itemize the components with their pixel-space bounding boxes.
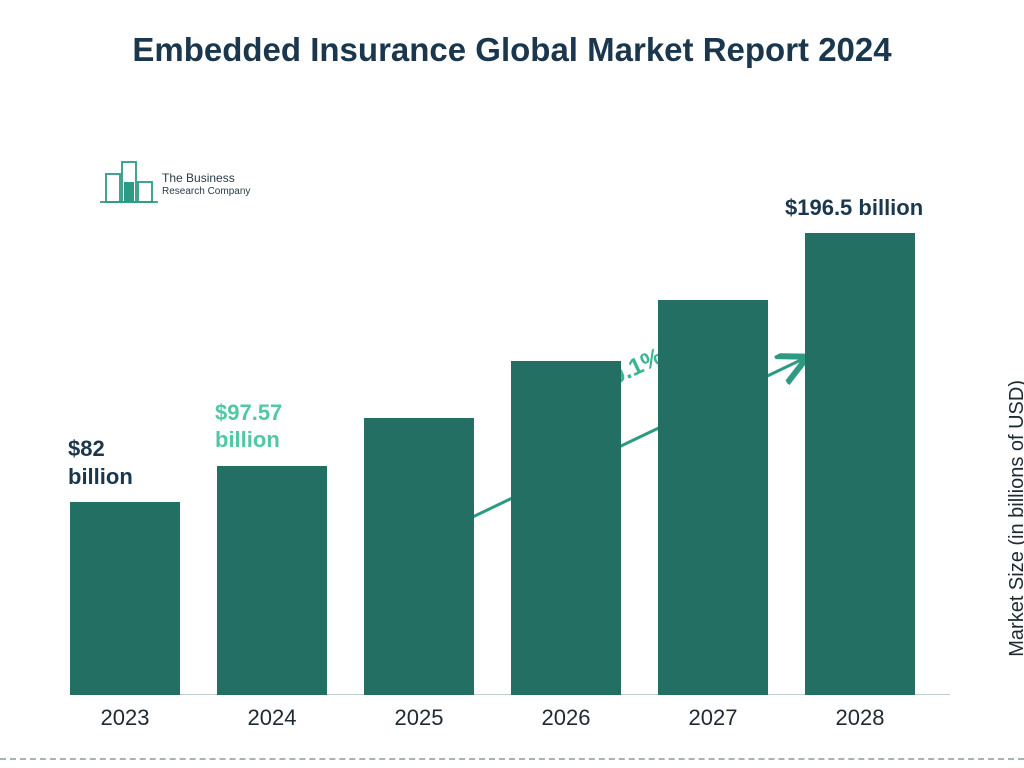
footer-divider: [0, 758, 1024, 760]
xlabel-2024: 2024: [217, 705, 327, 731]
bar-2024: [217, 466, 327, 695]
bar-2028: [805, 233, 915, 695]
bar-2026: [511, 361, 621, 695]
bar-2023: [70, 502, 180, 695]
xlabel-2027: 2027: [658, 705, 768, 731]
bar-chart: CAGR 19.1% 202320242025202620272028$82bi…: [70, 175, 950, 695]
xlabel-2023: 2023: [70, 705, 180, 731]
value-label-2028: $196.5 billion: [785, 194, 923, 222]
xlabel-2025: 2025: [364, 705, 474, 731]
bar-2025: [364, 418, 474, 695]
xlabel-2026: 2026: [511, 705, 621, 731]
chart-title: Embedded Insurance Global Market Report …: [0, 28, 1024, 73]
xlabel-2028: 2028: [805, 705, 915, 731]
y-axis-label: Market Size (in billions of USD): [1006, 380, 1024, 657]
bar-2027: [658, 300, 768, 695]
value-label-2024: $97.57billion: [215, 399, 282, 454]
value-label-2023: $82billion: [68, 435, 133, 490]
